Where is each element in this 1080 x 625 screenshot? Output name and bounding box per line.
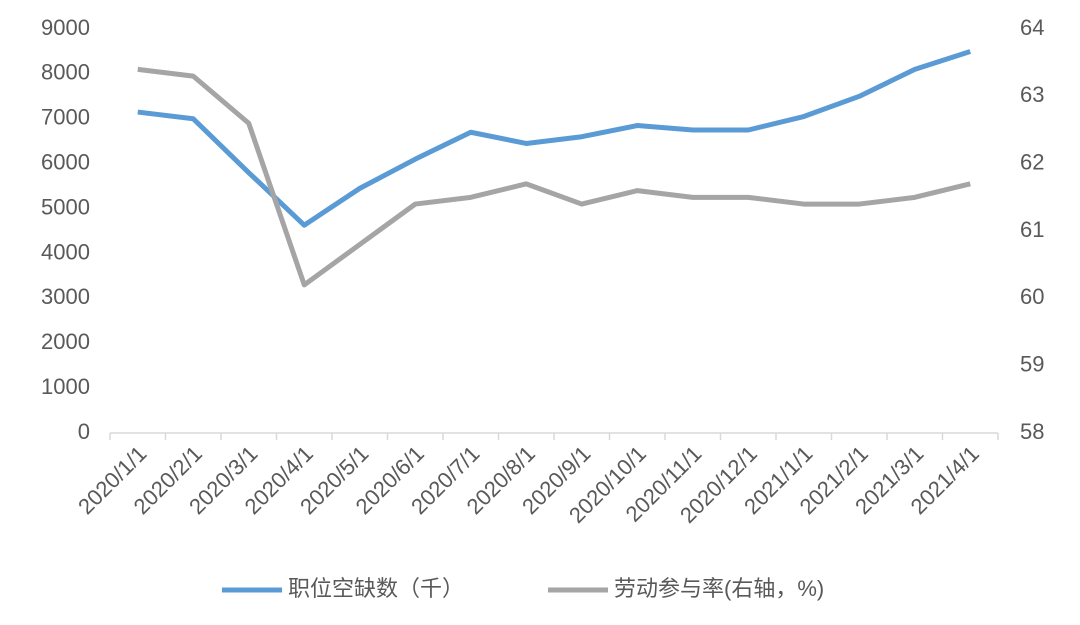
y-tick-label: 1000 [41, 374, 90, 399]
y2-tick-label: 58 [1020, 419, 1044, 444]
y2-tick-label: 61 [1020, 217, 1044, 242]
y-tick-label: 9000 [41, 15, 90, 40]
series-line [137, 49, 972, 228]
y-tick-label: 0 [78, 419, 90, 444]
y-tick-label: 5000 [41, 194, 90, 219]
y-tick-label: 6000 [41, 149, 90, 174]
legend-label: 劳动参与率(右轴，%) [614, 576, 824, 601]
legend-label: 职位空缺数（千） [288, 576, 464, 601]
y-tick-label: 4000 [41, 239, 90, 264]
y2-tick-label: 62 [1020, 149, 1044, 174]
y-tick-label: 2000 [41, 329, 90, 354]
y-tick-label: 8000 [41, 60, 90, 85]
y-tick-label: 3000 [41, 284, 90, 309]
y2-tick-label: 63 [1020, 82, 1044, 107]
y2-tick-label: 64 [1020, 15, 1044, 40]
y2-tick-label: 59 [1020, 351, 1044, 376]
series-line [137, 66, 971, 288]
y-tick-label: 7000 [41, 105, 90, 130]
y2-tick-label: 60 [1020, 284, 1044, 309]
